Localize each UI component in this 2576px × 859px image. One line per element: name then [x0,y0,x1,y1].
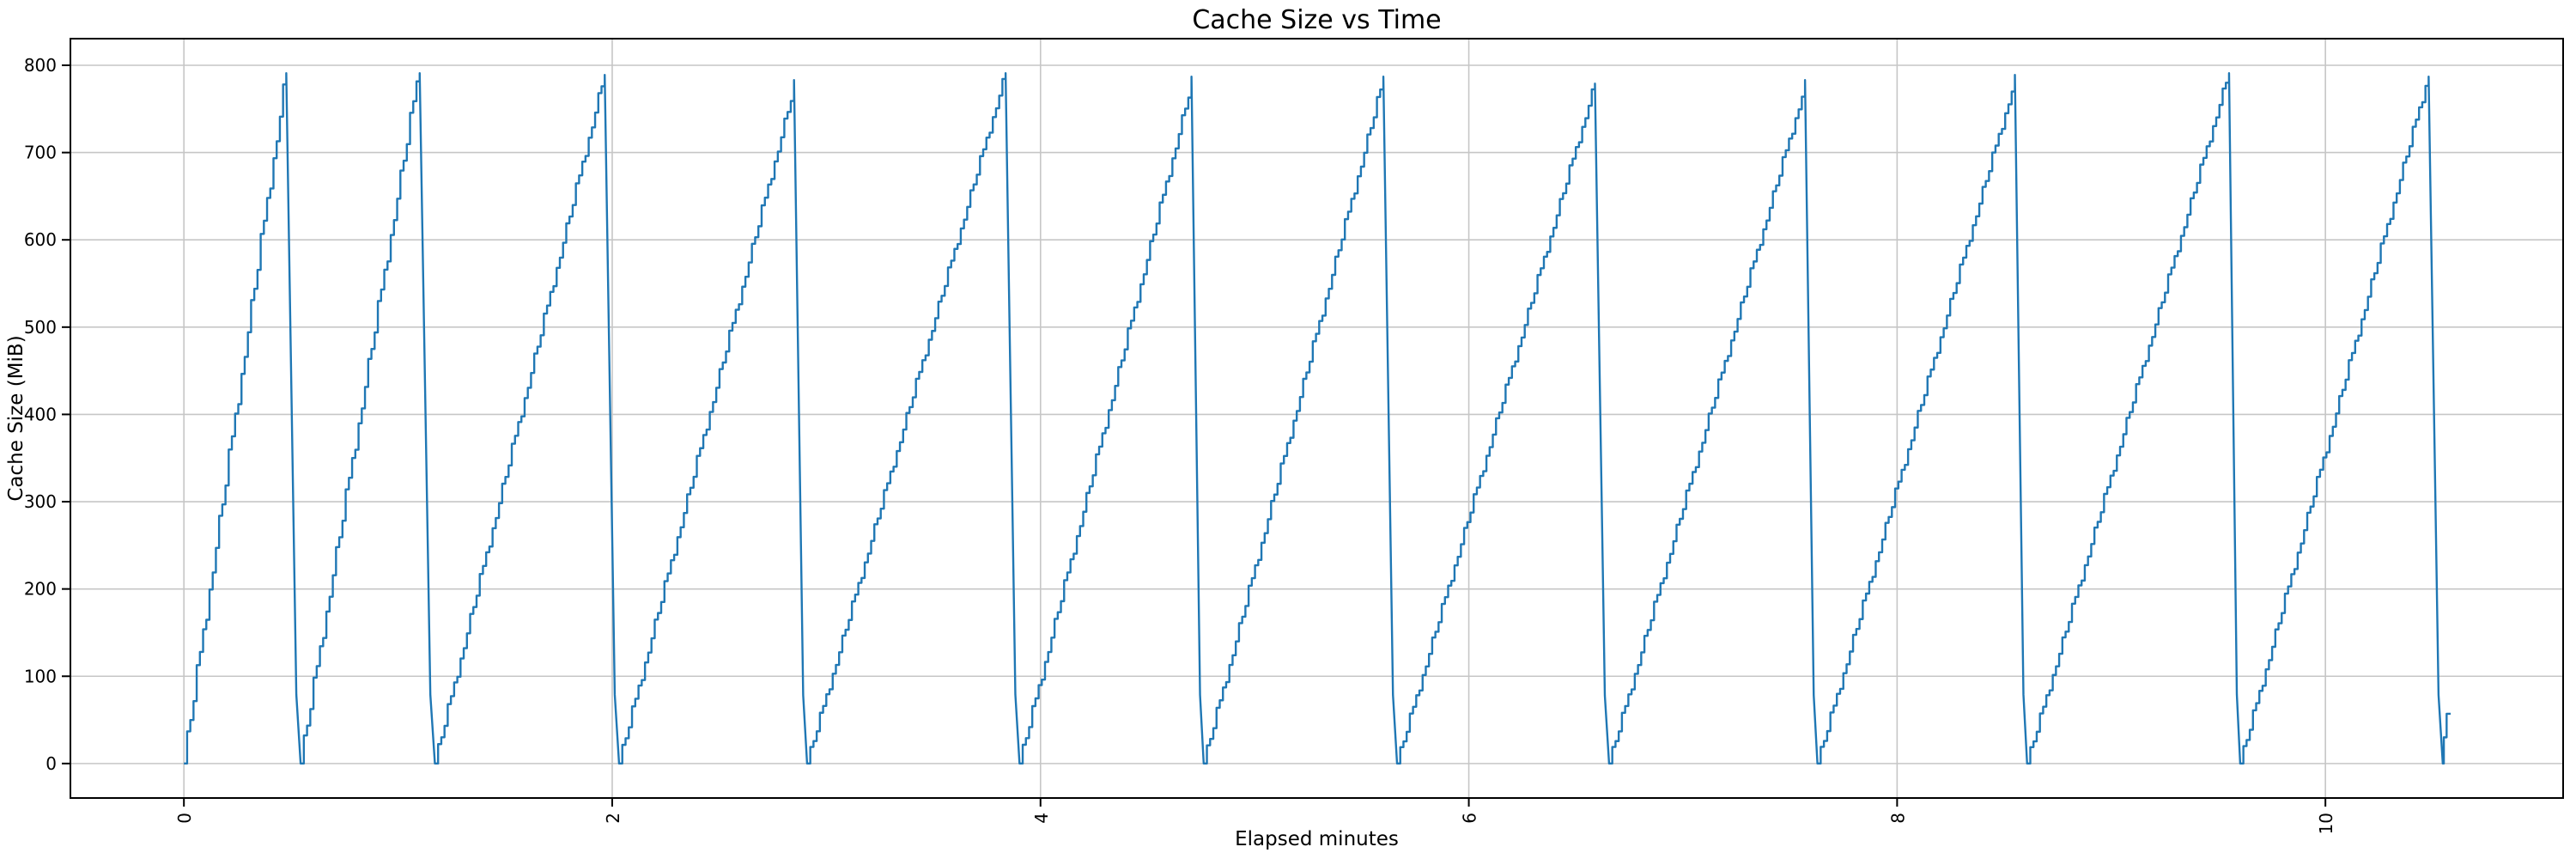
y-tick-label: 500 [24,317,57,338]
x-tick-label: 0 [174,813,195,824]
y-tick-label: 700 [24,143,57,163]
x-tick-label: 2 [603,813,623,824]
chart-title: Cache Size vs Time [1192,5,1441,35]
y-tick-label: 400 [24,404,57,424]
y-axis-label: Cache Size (MiB) [5,335,27,501]
y-tick-label: 200 [24,579,57,600]
x-tick-label: 6 [1460,813,1480,824]
x-axis-label: Elapsed minutes [1235,828,1399,850]
x-tick-labels: 0 2 4 6 8 10 [174,813,2336,834]
x-tick-label: 8 [1887,813,1908,824]
y-tick-label: 100 [24,666,57,686]
axis-ticks [62,64,2327,807]
x-tick-label: 10 [2316,813,2336,834]
x-tick-label: 4 [1031,813,1052,824]
gridlines [70,39,2563,798]
y-tick-label: 0 [46,753,57,774]
y-tick-label: 600 [24,229,57,250]
y-tick-label: 300 [24,491,57,512]
cache-size-line [184,71,2451,765]
plot-border [70,38,2564,799]
y-tick-labels: 0 100 200 300 400 500 600 700 800 [24,55,57,774]
y-tick-label: 800 [24,55,57,76]
